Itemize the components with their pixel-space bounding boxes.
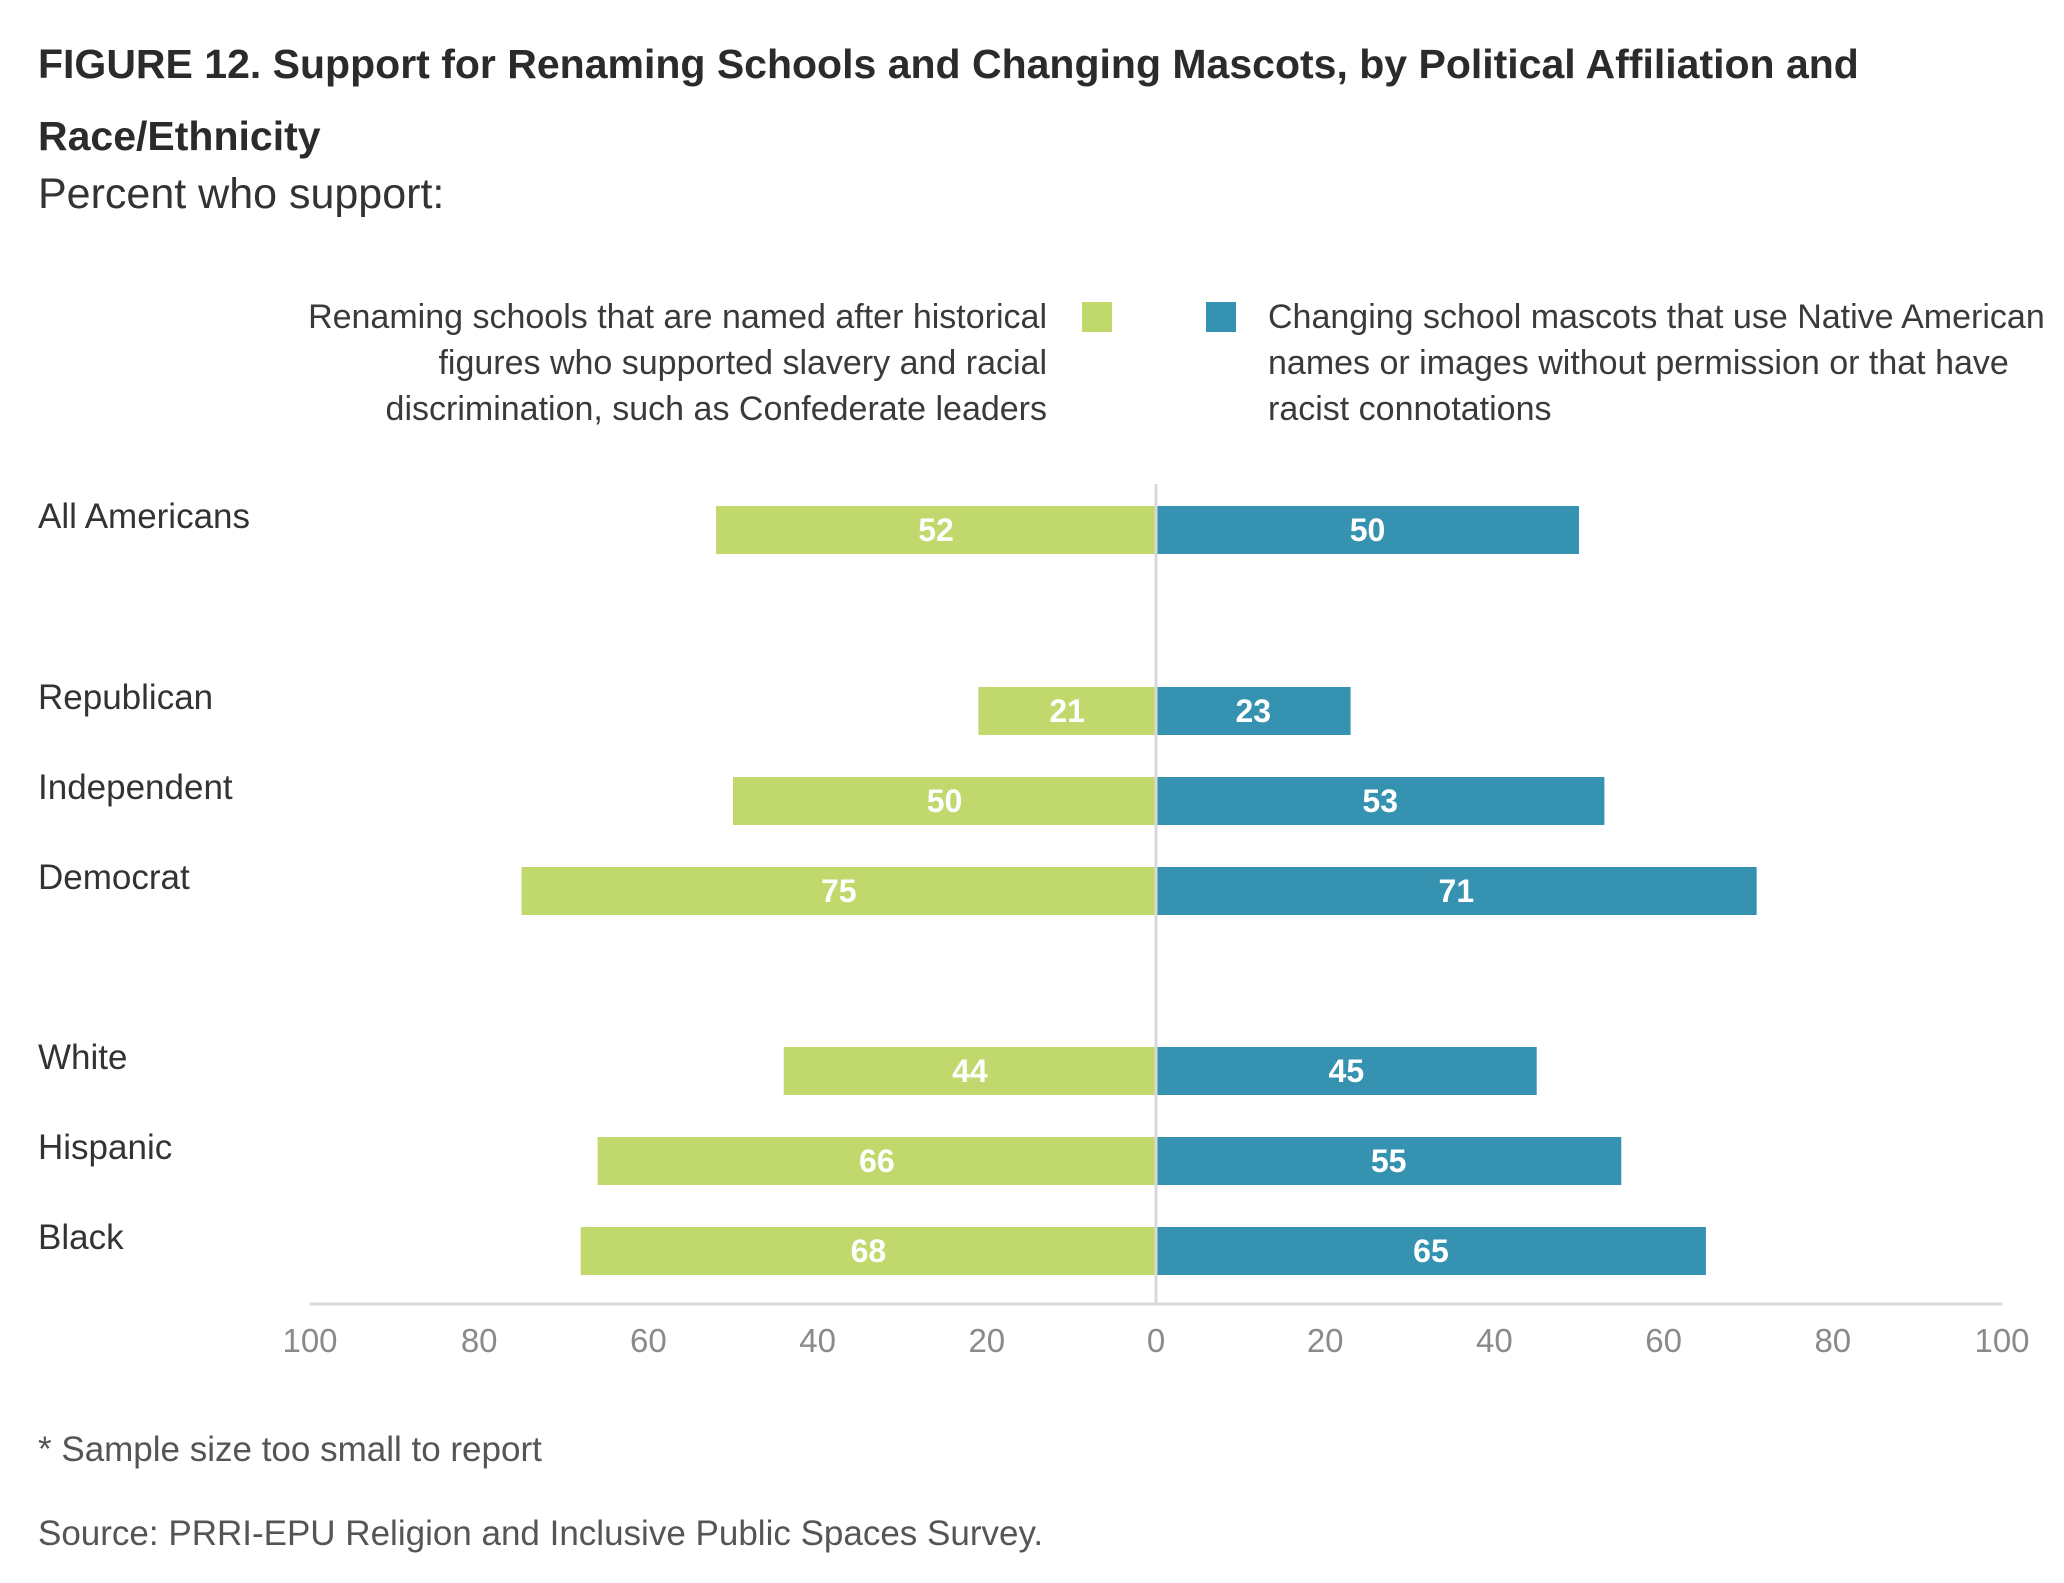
category-label-black: Black bbox=[38, 1218, 124, 1257]
axis-layer: 100 80 60 40 20 0 20 40 60 80 100 bbox=[282, 484, 2030, 1359]
bar-mascots-black bbox=[1156, 1227, 1706, 1275]
labels-layer: 52 50 All Americans 21 23 Republican 50 53 Indep… bbox=[38, 497, 1474, 1269]
legend-left-swatch bbox=[1082, 302, 1112, 332]
value-label-renaming-black: 68 bbox=[851, 1233, 887, 1269]
x-tick-label: 20 bbox=[968, 1322, 1005, 1359]
chart-title: FIGURE 12. Support for Renaming Schools … bbox=[38, 41, 1859, 159]
category-label-white: White bbox=[38, 1038, 127, 1077]
value-label-renaming-hispanic: 66 bbox=[859, 1143, 895, 1179]
x-tick-label: 20 bbox=[1307, 1322, 1344, 1359]
x-tick-label: 100 bbox=[282, 1322, 337, 1359]
legend-right-label: Changing school mascots that use Native … bbox=[1268, 298, 2045, 428]
value-label-mascots-independent: 53 bbox=[1362, 783, 1398, 819]
x-tick-label: 100 bbox=[1974, 1322, 2029, 1359]
value-label-renaming-democrat: 75 bbox=[821, 873, 857, 909]
x-tick-label: 60 bbox=[1645, 1322, 1682, 1359]
value-label-mascots-black: 65 bbox=[1413, 1233, 1449, 1269]
value-label-mascots-white: 45 bbox=[1329, 1053, 1365, 1089]
x-tick-label: 40 bbox=[799, 1322, 836, 1359]
bars-layer bbox=[521, 506, 1757, 1275]
category-label-republican: Republican bbox=[38, 678, 213, 717]
value-label-mascots-democrat: 71 bbox=[1439, 873, 1475, 909]
x-tick-label: 0 bbox=[1147, 1322, 1165, 1359]
category-label-democrat: Democrat bbox=[38, 858, 190, 897]
category-label-independent: Independent bbox=[38, 768, 233, 807]
bar-renaming-white bbox=[783, 1047, 1156, 1095]
value-label-mascots-all-americans: 50 bbox=[1350, 512, 1386, 548]
value-label-renaming-republican: 21 bbox=[1049, 693, 1085, 729]
value-label-renaming-white: 44 bbox=[952, 1053, 988, 1089]
bar-mascots-all-americans bbox=[1156, 506, 1579, 554]
legend-right-swatch bbox=[1206, 302, 1236, 332]
bar-renaming-republican bbox=[978, 687, 1156, 735]
chart-subtitle: Percent who support: bbox=[38, 170, 445, 218]
bar-mascots-independent bbox=[1156, 777, 1605, 825]
value-label-renaming-all-americans: 52 bbox=[918, 512, 954, 548]
bar-renaming-independent bbox=[733, 777, 1156, 825]
source-note: Source: PRRI-EPU Religion and Inclusive … bbox=[38, 1514, 1044, 1553]
x-tick-label: 80 bbox=[1814, 1322, 1851, 1359]
bar-renaming-democrat bbox=[521, 867, 1156, 915]
bar-renaming-black bbox=[580, 1227, 1156, 1275]
bar-mascots-republican bbox=[1156, 687, 1351, 735]
value-label-mascots-hispanic: 55 bbox=[1371, 1143, 1407, 1179]
legend-left-label: Renaming schools that are named after hi… bbox=[308, 298, 1047, 428]
value-label-renaming-independent: 50 bbox=[927, 783, 963, 819]
x-tick-label: 40 bbox=[1476, 1322, 1513, 1359]
category-label-hispanic: Hispanic bbox=[38, 1128, 172, 1167]
bar-renaming-hispanic bbox=[597, 1137, 1156, 1185]
bar-mascots-hispanic bbox=[1156, 1137, 1622, 1185]
x-tick-label: 60 bbox=[630, 1322, 667, 1359]
value-label-mascots-republican: 23 bbox=[1235, 693, 1271, 729]
diverging-bar-chart: 52 50 All Americans 21 23 Republican 50 53 Indep… bbox=[38, 484, 2030, 1359]
bar-mascots-democrat bbox=[1156, 867, 1757, 915]
bar-mascots-white bbox=[1156, 1047, 1537, 1095]
category-label-all-americans: All Americans bbox=[38, 497, 250, 536]
x-tick-label: 80 bbox=[461, 1322, 498, 1359]
footnote: * Sample size too small to report bbox=[38, 1430, 542, 1469]
bar-renaming-all-americans bbox=[716, 506, 1156, 554]
